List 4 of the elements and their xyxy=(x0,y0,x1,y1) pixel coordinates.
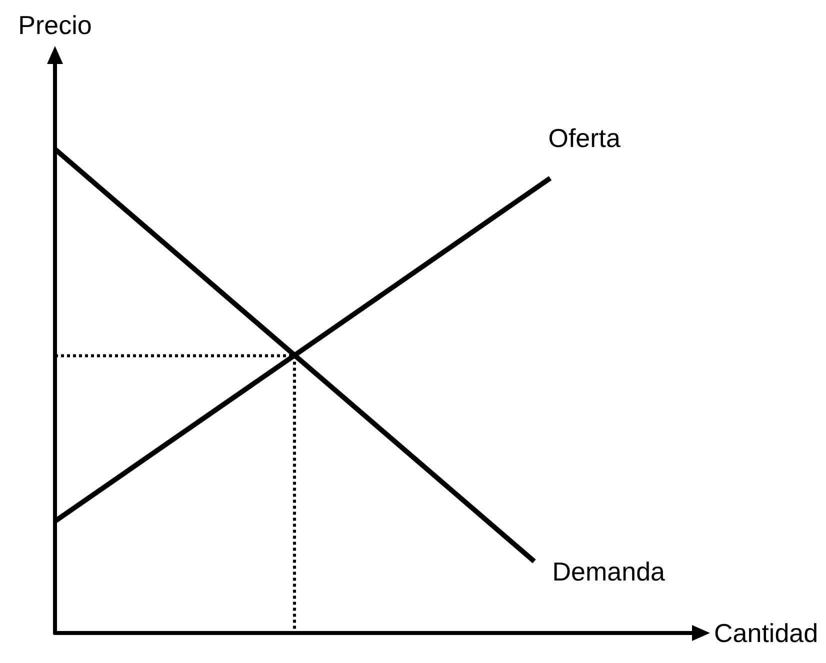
series-label: Demanda xyxy=(552,556,666,586)
x-axis-title: Cantidad xyxy=(714,618,818,648)
series-label: Oferta xyxy=(548,123,622,154)
y-axis-title: Precio xyxy=(18,10,92,40)
